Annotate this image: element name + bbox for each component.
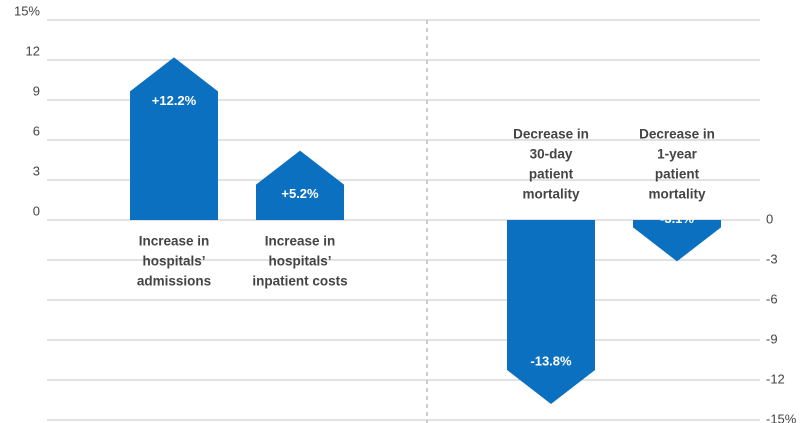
y2-tick-label: -6 [766,291,778,306]
category-label: patient [655,167,700,182]
y-tick-label: 9 [33,83,40,98]
y2-tick-label: 0 [766,211,773,226]
y2-tick-label: -3 [766,251,778,266]
y-tick-label: 6 [33,123,40,138]
y-tick-label: 3 [33,163,40,178]
bar [256,150,344,220]
category-label: Decrease in [513,127,589,142]
value-label: +12.2% [152,93,197,108]
y-tick-label: 12 [26,43,40,58]
y2-tick-label: -12 [766,371,785,386]
category-label: admissions [137,274,211,289]
bar [507,220,595,404]
category-label: Increase in [265,234,336,249]
bar [130,57,218,221]
category-label: hospitals’ [142,254,205,269]
category-label: patient [529,167,574,182]
y-tick-label: 15% [14,3,40,18]
category-label: mortality [522,187,580,202]
value-label: -3.1% [660,211,694,226]
y2-tick-label: -9 [766,331,778,346]
category-label: hospitals’ [268,254,331,269]
bar [633,220,721,262]
y-tick-label: 0 [33,203,40,218]
category-label: Decrease in [639,127,715,142]
value-label: +5.2% [281,186,319,201]
category-label: Increase in [139,234,210,249]
category-label: 1-year [657,147,698,162]
category-label: inpatient costs [252,274,347,289]
category-label: mortality [648,187,706,202]
category-label: 30-day [530,147,573,162]
y2-tick-label: -15% [766,411,797,423]
value-label: -13.8% [530,353,572,368]
